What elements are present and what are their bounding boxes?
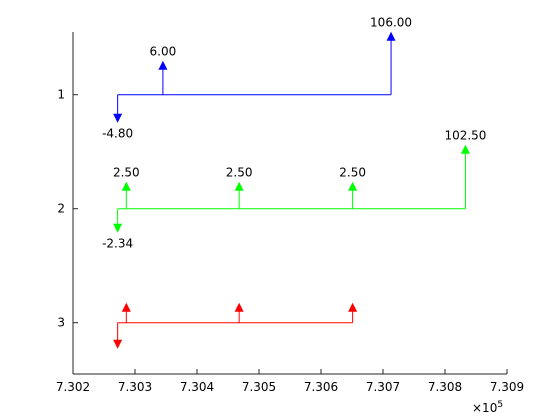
x-tick-label: 7.309 (490, 380, 524, 394)
flow-value-label: -4.80 (102, 127, 133, 141)
series-row-2: -2.34 2.50 2.50 2.50 102.50 (102, 129, 486, 251)
x-tick-label: 7.308 (428, 380, 462, 394)
flow-value-label: 2.50 (339, 166, 366, 180)
x-tick-label: 7.302 (56, 380, 90, 394)
flow-value-label: -2.34 (102, 237, 133, 251)
y-tick-label: 1 (57, 88, 65, 102)
axes: 7.302 7.303 7.304 7.305 7.306 7.307 7.308 7.309… (56, 32, 524, 394)
flow-arrow-down (113, 339, 123, 349)
x-tick-label: 7.307 (366, 380, 400, 394)
flow-arrow-up (234, 302, 244, 312)
flow-arrow-down (113, 223, 123, 233)
flow-arrow-up (460, 144, 470, 154)
x-tick-label: 7.303 (118, 380, 152, 394)
flow-value-label: 102.50 (444, 129, 486, 143)
x-exponent-label: ×105 (472, 400, 503, 415)
flow-arrow-up (386, 31, 396, 41)
x-tick-label: 7.304 (180, 380, 214, 394)
flow-value-label: 2.50 (226, 166, 253, 180)
series-row-3 (113, 302, 358, 349)
flow-arrow-up (158, 60, 168, 70)
x-exponent-power: 5 (497, 400, 503, 410)
flow-arrow-up (348, 302, 358, 312)
flow-arrow-down (113, 113, 123, 123)
flow-value-label: 2.50 (113, 166, 140, 180)
x-tick-label: 7.306 (304, 380, 338, 394)
flow-arrow-up (121, 181, 131, 191)
x-tick-label: 7.305 (242, 380, 276, 394)
series-row-1: -4.80 6.00 106.00 (102, 16, 412, 141)
y-tick-label: 2 (57, 202, 65, 216)
flow-value-label: 106.00 (370, 16, 412, 30)
flow-value-label: 6.00 (150, 45, 177, 59)
plot-area: -4.80 6.00 106.00 -2.34 2.50 2.50 2.50 102.50 (102, 16, 486, 349)
flow-arrow-up (121, 302, 131, 312)
y-tick-label: 3 (57, 316, 65, 330)
flow-arrow-up (234, 181, 244, 191)
flow-arrow-up (348, 181, 358, 191)
